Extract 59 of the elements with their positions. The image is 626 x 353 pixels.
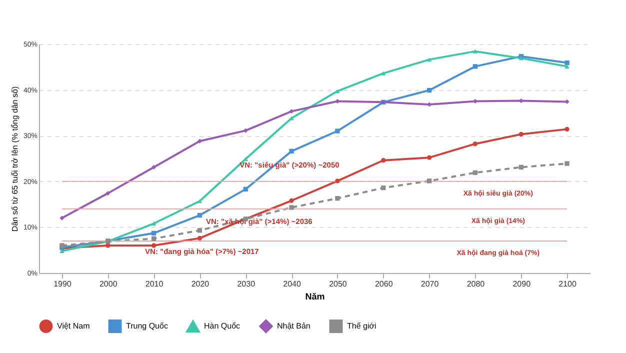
point [60,248,64,254]
point [197,228,202,233]
point [289,205,294,210]
x-tick-label: 2070 [420,280,440,288]
legend-label: Trung Quốc [126,321,168,330]
point [197,199,202,204]
point [151,164,156,170]
x-tick-label: 2080 [466,280,486,288]
x-tick-label: 2050 [329,280,348,288]
point [472,49,478,54]
x-tick-label: 2020 [191,280,210,288]
point [289,198,294,203]
point [151,236,156,241]
point [289,108,294,114]
x-tick-label: 2100 [558,280,577,288]
point [518,132,524,137]
x-tick-label: 2040 [283,280,302,288]
point [335,196,340,201]
point [564,60,570,66]
point [197,138,202,144]
point [564,64,570,68]
point [243,186,248,192]
point [564,126,570,132]
point [243,128,248,133]
y-axis-title: Dân số từ 65 tuổi trở lên (% tổng dân số) [10,86,20,232]
legend-label: Nhật Bản [277,321,310,330]
point [426,58,432,62]
point [335,178,340,184]
point [106,190,110,196]
point [472,142,478,146]
point [197,212,202,218]
point [151,243,156,248]
x-axis-title: Năm [305,292,325,302]
point [426,155,432,160]
point [106,243,110,248]
point [381,71,386,76]
legend-label: Hàn Quốc [204,322,240,331]
point [151,230,156,236]
point [472,170,478,176]
x-tick-label: 2000 [99,280,118,288]
point [564,161,570,166]
legend-label: Thế giới [347,321,376,330]
point [335,128,340,134]
x-tick-label: 2090 [512,280,532,288]
x-tick-label: 2010 [145,280,164,288]
point [197,236,202,241]
point [60,216,64,220]
point [151,222,156,226]
x-tick-label: 1990 [54,280,72,288]
legend-label: Việt Nam [57,321,90,330]
x-tick-label: 2060 [374,280,394,288]
point [426,88,432,93]
point [381,185,386,190]
x-tick-label: 2030 [237,280,256,288]
point [472,64,478,69]
point [289,148,294,154]
point [426,178,432,184]
point [381,158,386,163]
point [518,164,524,170]
